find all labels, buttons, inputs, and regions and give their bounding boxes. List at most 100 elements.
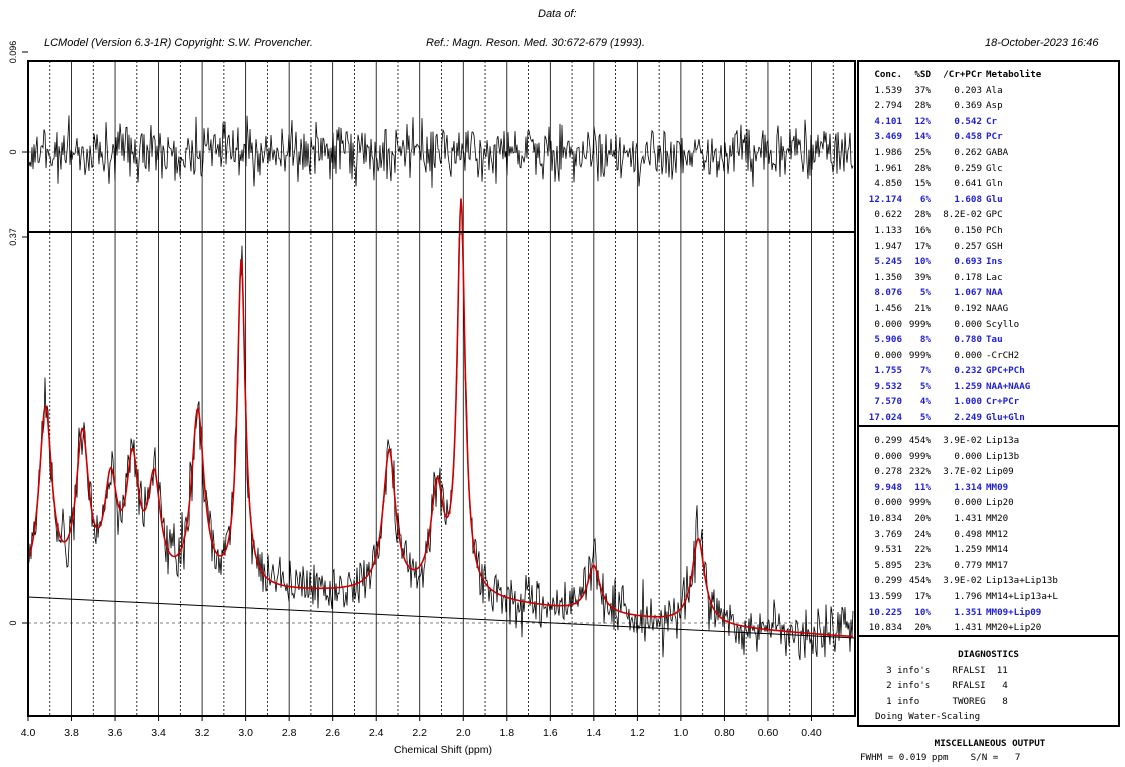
misc-output: MISCELLANEOUS OUTPUT FWHM = 0.019 ppm S/… [860, 737, 1120, 765]
cell-ratio: 0.693 [954, 256, 982, 268]
cell-metabolite: Tau [986, 334, 1003, 346]
cell-metabolite: Lac [986, 271, 1003, 283]
diagnostics-line: 2 info's RFALSI 4 [875, 680, 1008, 692]
cell-conc: 1.755 [874, 365, 902, 377]
cell-sd: 20% [914, 622, 931, 634]
cell-conc: 10.834 [868, 512, 902, 524]
diagnostics-line: Doing Water-Scaling [875, 711, 981, 723]
cell-sd: 10% [914, 256, 931, 268]
metabolite-row: 2.794 28% 0.369 Asp [859, 98, 1118, 114]
cell-metabolite: PCr [986, 131, 1003, 143]
cell-conc: 0.000 [874, 497, 902, 509]
chart-axes: 0.096 0 0.37 0 4.0 3.8 3.6 3.4 3.2 3.0 2.8 2.6 2.4 2.… [8, 41, 856, 739]
x-tick-label: 4.0 [21, 727, 36, 739]
cell-conc: 0.278 [874, 466, 902, 478]
cell-ratio: 1.000 [954, 396, 982, 408]
residual-line [28, 115, 854, 188]
lipid-table: 0.299 454% 3.9E-02 Lip13a 0.000 999% 0.000 Lip1… [857, 425, 1120, 637]
metabolite-row: 1.350 39% 0.178 Lac [859, 270, 1118, 286]
metabolite-row: 1.133 16% 0.150 PCh [859, 223, 1118, 239]
x-tick-label: 2.6 [325, 727, 340, 739]
cell-conc: 1.539 [874, 84, 902, 96]
x-tick-label: 1.2 [630, 727, 645, 739]
header-copyright: LCModel (Version 6.3-1R) Copyright: S.W.… [44, 37, 313, 49]
cell-conc: 10.225 [868, 606, 902, 618]
cell-sd: 24% [914, 528, 931, 540]
cell-ratio: 0.178 [954, 271, 982, 283]
cell-ratio: 1.259 [954, 380, 982, 392]
metabolite-table: Conc. %SD/Cr+PCr Metabolite 1.539 37% 0.203 A… [857, 60, 1120, 427]
cell-metabolite: PCh [986, 224, 1003, 236]
cell-metabolite: Lip13a+Lip13b [986, 575, 1058, 587]
cell-sd: 999% [908, 349, 931, 361]
cell-sd: 10% [914, 606, 931, 618]
cell-sd: 25% [914, 146, 931, 158]
cell-sd: 28% [914, 162, 931, 174]
x-tick-label: 3.4 [151, 727, 166, 739]
cell-ratio: 3.9E-02 [943, 435, 982, 446]
cell-conc: 1.986 [874, 146, 902, 158]
cell-conc: 10.834 [868, 622, 902, 634]
cell-conc: 0.299 [874, 435, 902, 446]
cell-ratio: 1.796 [954, 590, 982, 602]
header-sd: %SD [914, 69, 931, 80]
x-tick-label: 2.0 [456, 727, 471, 739]
x-tick-label: 1.0 [674, 727, 689, 739]
y-tick-label: 0.37 [8, 228, 18, 246]
cell-sd: 22% [914, 544, 931, 556]
cell-ratio: 1.431 [954, 512, 982, 524]
cell-conc: 9.532 [874, 380, 902, 392]
cell-ratio: 0.192 [954, 302, 982, 314]
cell-metabolite: Gln [986, 178, 1003, 190]
cell-ratio: 0.641 [954, 178, 982, 190]
x-tick-label: 2.4 [369, 727, 384, 739]
metabolite-row: 0.622 28% 8.2E-02 GPC [859, 207, 1118, 223]
cell-sd: 999% [908, 497, 931, 509]
metabolite-row: 0.000 999% 0.000 Scyllo [859, 317, 1118, 333]
lipid-row: 10.834 20% 1.431 MM20 [859, 511, 1118, 527]
cell-metabolite: GSH [986, 240, 1003, 252]
cell-metabolite: MM20+Lip20 [986, 622, 1042, 634]
y-tick-label: 0 [8, 149, 18, 154]
lipid-row: 10.834 20% 1.431 MM20+Lip20 [859, 620, 1118, 636]
cell-ratio: 3.7E-02 [943, 466, 982, 478]
metabolite-row: 4.101 12% 0.542 Cr [859, 114, 1118, 130]
header-reference: Ref.: Magn. Reson. Med. 30:672-679 (1993… [426, 37, 645, 49]
cell-sd: 14% [914, 131, 931, 143]
cell-conc: 0.000 [874, 450, 902, 462]
cell-sd: 5% [919, 412, 931, 424]
x-tick-label: 2.8 [282, 727, 297, 739]
cell-ratio: 2.249 [954, 412, 982, 424]
misc-title: MISCELLANEOUS OUTPUT [934, 738, 1046, 749]
cell-conc: 1.133 [874, 224, 902, 236]
cell-ratio: 1.608 [954, 193, 982, 205]
lipid-row: 13.599 17% 1.796 MM14+Lip13a+L [859, 589, 1118, 605]
lipid-row: 10.225 10% 1.351 MM09+Lip09 [859, 605, 1118, 621]
lipid-row: 5.895 23% 0.779 MM17 [859, 558, 1118, 574]
metabolite-row: 1.986 25% 0.262 GABA [859, 145, 1118, 161]
lipid-row: 0.278 232% 3.7E-02 Lip09 [859, 464, 1118, 480]
cell-metabolite: GPC+PCh [986, 365, 1025, 377]
cell-conc: 7.570 [874, 396, 902, 408]
cell-conc: 0.000 [874, 318, 902, 330]
cell-sd: 12% [914, 115, 931, 127]
cell-ratio: 1.259 [954, 544, 982, 556]
x-tick-label: 3.0 [238, 727, 253, 739]
lipid-row: 0.299 454% 3.9E-02 Lip13a+Lip13b [859, 573, 1118, 589]
cell-conc: 5.906 [874, 334, 902, 346]
x-tick-label: 2.2 [412, 727, 427, 739]
x-tick-label: 0.80 [714, 727, 735, 739]
cell-sd: 7% [919, 365, 931, 377]
cell-conc: 13.599 [868, 590, 902, 602]
x-axis-label: Chemical Shift (ppm) [394, 744, 492, 756]
cell-ratio: 1.067 [954, 287, 982, 299]
lipid-row: 9.531 22% 1.259 MM14 [859, 542, 1118, 558]
cell-sd: 37% [914, 84, 931, 96]
cell-metabolite: Lip09 [986, 466, 1014, 478]
header-conc: Conc. [874, 69, 902, 80]
spectrum-traces [27, 198, 856, 661]
cell-sd: 17% [914, 240, 931, 252]
cell-sd: 6% [919, 193, 931, 205]
header-ratio: /Cr+PCr [943, 69, 982, 80]
cell-sd: 5% [919, 287, 931, 299]
